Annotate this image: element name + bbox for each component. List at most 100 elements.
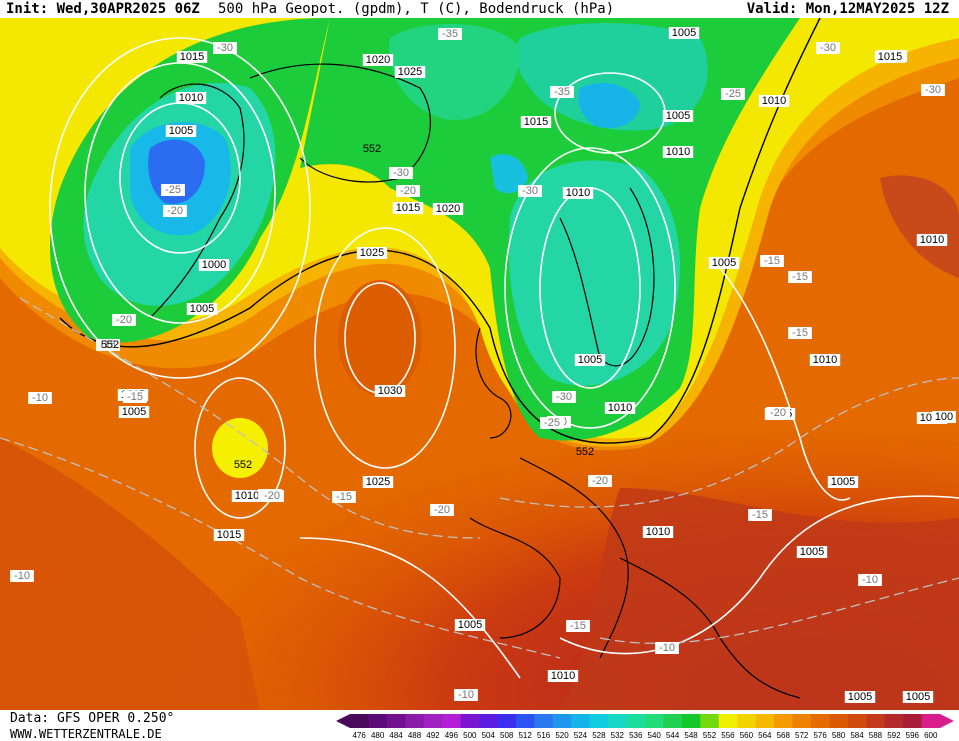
isobar-label: 1005	[668, 27, 700, 39]
legend-arrow-left	[336, 714, 350, 728]
legend-tick-label: 512	[518, 731, 532, 740]
isobar-label-text: 1010	[920, 234, 944, 246]
isobar-label: 1025	[362, 476, 394, 488]
temperature-label-text: -35	[442, 28, 458, 40]
temperature-label: -30	[213, 42, 237, 54]
temperature-label-text: -15	[570, 620, 586, 632]
isobar-label: 1015	[176, 51, 208, 63]
legend-tick-label: 508	[500, 731, 514, 740]
temperature-label-text: -15	[792, 327, 808, 339]
legend-tick-label: 548	[684, 731, 698, 740]
isobar-label: 1005	[574, 354, 606, 366]
legend-tick-label: 524	[574, 731, 588, 740]
isobar-label-text: 1030	[378, 385, 402, 397]
isobar-label-text: 1005	[906, 691, 930, 703]
legend-tick-label: 492	[426, 731, 440, 740]
isobar-label-text: 1005	[578, 354, 602, 366]
cold-pocket	[490, 154, 528, 194]
isobar-label: 1025	[356, 247, 388, 259]
isobar-label: 1010	[662, 146, 694, 158]
temperature-label-text: -20	[592, 475, 608, 487]
isobar-label: 1025	[394, 66, 426, 78]
data-source-label: Data: GFS OPER 0.250°	[10, 711, 175, 726]
isobar-1010-se	[559, 495, 959, 655]
isobar-label: 100	[932, 411, 956, 423]
temperature-label: -20	[766, 407, 790, 419]
isobar-label-text: 1015	[396, 202, 420, 214]
temperature-label-text: -20	[770, 407, 786, 419]
isobar-label: 1015	[520, 116, 552, 128]
temperature-label: -25	[540, 417, 564, 429]
isotherm-minus10	[599, 577, 959, 644]
temperature-label-text: -20	[167, 205, 183, 217]
isobar-label-group: 1015 1010 1005 1000 1005 1020 1025 1015 1020 1025…	[10, 27, 956, 703]
legend-swatch	[423, 714, 443, 728]
isobar-label-text: 1010	[813, 354, 837, 366]
temperature-label-text: -15	[792, 271, 808, 283]
isobar-label: 1005	[902, 691, 934, 703]
field-east-red	[880, 175, 959, 278]
isobar-label: 1005	[186, 303, 218, 315]
legend-swatch	[847, 714, 867, 728]
isobar-label: 1015	[213, 529, 245, 541]
legend-tick-label: 540	[648, 731, 662, 740]
isobar-label: 1005	[796, 546, 828, 558]
field-se-red	[560, 488, 959, 710]
temperature-label: -30	[921, 84, 945, 96]
height-label: 552	[576, 446, 594, 458]
temperature-label-text: -20	[116, 314, 132, 326]
weather-map: 1015 1010 1005 1000 1005 1020 1025 1015 1020 1025…	[0, 18, 959, 710]
temperature-label-text: -30	[217, 42, 233, 54]
isobar-label: 1010	[175, 92, 207, 104]
temperature-label-text: -15	[752, 509, 768, 521]
legend-tick-label: 572	[795, 731, 809, 740]
legend-tick-label: 476	[353, 731, 367, 740]
legend-tick-label: 552	[703, 731, 717, 740]
legend-swatch	[681, 714, 701, 728]
isobar-label: 1010	[231, 490, 263, 502]
isobar-label-text: 1010	[566, 187, 590, 199]
legend-tick-label: 504	[482, 731, 496, 740]
legend-swatch	[589, 714, 609, 728]
isobar-label: 1015	[392, 202, 424, 214]
temperature-label-text: -30	[820, 42, 836, 54]
isobar-label-text: 1005	[672, 27, 696, 39]
isobar-label: 1010	[916, 234, 948, 246]
legend-arrow-right	[940, 714, 954, 728]
temperature-label: -10	[858, 574, 882, 586]
isobar-label-text: 1010	[179, 92, 203, 104]
britain-coast	[475, 327, 512, 439]
isobar-label: 1005	[662, 110, 694, 122]
temperature-label: -15	[96, 339, 120, 351]
temperature-label: -15	[748, 509, 772, 521]
temperature-label: -30	[518, 185, 542, 197]
isobar-label: 1010	[758, 95, 790, 107]
temperature-label: -20	[260, 490, 284, 502]
temperature-label: -20	[588, 475, 612, 487]
isobar-label-text: 1015	[524, 116, 548, 128]
high-center-fill	[338, 280, 422, 396]
temperature-label-text: -25	[725, 88, 741, 100]
isobar-label: 1010	[604, 402, 636, 414]
height-label-text: 552	[363, 143, 381, 155]
isobar-label: 1010	[547, 670, 579, 682]
isobar-label-text: 1010	[235, 490, 259, 502]
footer-bar: Data: GFS OPER 0.250° WWW.WETTERZENTRALE…	[0, 710, 959, 741]
temperature-label-text: -25	[544, 417, 560, 429]
scandinavia-coast	[559, 187, 655, 367]
isobar-label-text: 100	[935, 411, 953, 423]
legend-tick-label: 532	[611, 731, 625, 740]
init-time-label: Init: Wed,30APR2025 06Z	[6, 1, 200, 17]
legend-tick-label: 568	[777, 731, 791, 740]
legend-tick-label: 488	[408, 731, 422, 740]
temperature-label: -15	[566, 620, 590, 632]
header-bar: Init: Wed,30APR2025 06Z 500 hPa Geopot. …	[0, 0, 959, 18]
temperature-label-text: -10	[14, 570, 30, 582]
isobar-label: 1030	[374, 385, 406, 397]
temperature-label: -10	[10, 570, 34, 582]
legend-swatch	[645, 714, 664, 728]
isobar-label-text: 1005	[831, 476, 855, 488]
legend-swatch	[479, 714, 498, 728]
field-sw-red	[0, 438, 260, 710]
temperature-label-text: -25	[165, 184, 181, 196]
